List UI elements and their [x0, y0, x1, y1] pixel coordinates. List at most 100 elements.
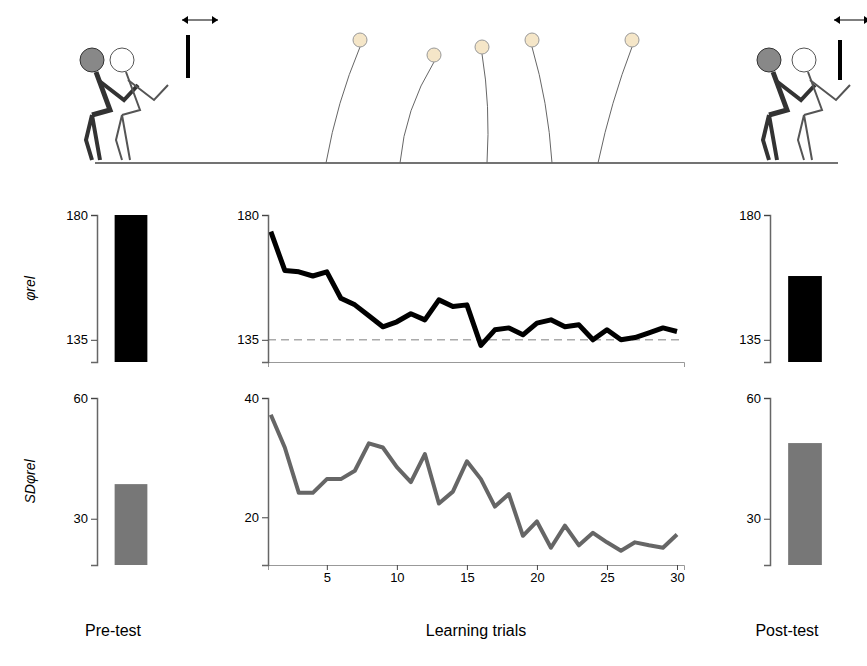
- y-axis-line: [764, 216, 771, 363]
- x-tick-label: 30: [670, 570, 684, 585]
- line: [271, 232, 677, 346]
- y-tick: 180: [739, 208, 770, 223]
- bar: [788, 443, 822, 565]
- bar: [115, 484, 148, 565]
- plot-area: [268, 232, 684, 346]
- y-tick-label: 180: [66, 208, 88, 223]
- x-tick-label: 15: [460, 570, 474, 585]
- x-tick-label: 5: [324, 570, 331, 585]
- y-tick-mark: [262, 215, 268, 216]
- x-tick: 20: [530, 565, 544, 585]
- panel: 510152025302040Learning trials: [245, 391, 685, 639]
- x-tick-label: 25: [600, 570, 614, 585]
- person-figure: [757, 48, 815, 160]
- y-tick: 60: [747, 391, 770, 406]
- pendulum-figure: [400, 48, 441, 163]
- y-tick-label: 60: [74, 391, 88, 406]
- arrow-icon: [834, 16, 867, 24]
- x-tick-label: 10: [390, 570, 404, 585]
- y-axis: 135 180: [66, 208, 97, 363]
- y-tick-mark: [91, 519, 97, 520]
- y-tick: 40: [245, 391, 268, 406]
- illustration: [80, 16, 867, 163]
- y-tick-mark: [764, 398, 770, 399]
- y-tick: 180: [237, 208, 268, 223]
- y-tick: 30: [74, 511, 97, 526]
- y-tick-mark: [262, 398, 268, 399]
- y-axis-title: SDφrel: [22, 459, 38, 504]
- y-tick-label: 40: [245, 391, 259, 406]
- person-figure: [110, 48, 168, 160]
- x-axis: [269, 363, 685, 368]
- y-axis-line: [91, 216, 98, 363]
- y-axis-title: φrel: [22, 275, 38, 301]
- x-axis-line: [269, 363, 685, 368]
- person-figure: [80, 48, 138, 160]
- figure: 135 180 φrel 30 60 SDφrel Pre-test 135 180 5 10 15 2…: [0, 0, 867, 666]
- y-tick: 60: [74, 391, 97, 406]
- y-tick: 180: [66, 208, 97, 223]
- y-axis: 2040: [245, 391, 269, 566]
- pendulum-figure: [475, 40, 489, 163]
- plot-area: [788, 276, 822, 362]
- plot-area: [788, 443, 822, 565]
- y-tick-mark: [764, 215, 770, 216]
- y-axis-line: [262, 216, 269, 363]
- y-tick: 135: [739, 332, 770, 347]
- y-axis-line: [764, 399, 771, 566]
- y-axis: 30 60: [74, 391, 98, 566]
- pendulum-figure: [525, 33, 552, 163]
- x-tick-label: 20: [530, 570, 544, 585]
- y-tick: 135: [66, 332, 97, 347]
- y-tick-label: 180: [739, 208, 761, 223]
- y-axis-line: [262, 399, 269, 566]
- plot-area: [115, 215, 148, 362]
- person-figure: [792, 48, 850, 160]
- bar: [788, 276, 822, 362]
- y-tick-label: 180: [237, 208, 259, 223]
- y-tick-mark: [764, 340, 770, 341]
- plot-area: [115, 484, 148, 565]
- y-tick-label: 135: [66, 332, 88, 347]
- y-tick-mark: [91, 215, 97, 216]
- y-tick-mark: [91, 398, 97, 399]
- pendulum-figure: [326, 33, 367, 163]
- x-axis-title: Learning trials: [426, 622, 527, 639]
- x-tick: 30: [670, 565, 684, 585]
- x-tick: 10: [390, 565, 404, 585]
- panel: 135 180: [237, 208, 684, 367]
- y-tick-mark: [764, 519, 770, 520]
- line: [271, 415, 677, 551]
- target-bar: [186, 35, 190, 78]
- y-tick: 30: [747, 511, 770, 526]
- y-tick-mark: [262, 340, 268, 341]
- panel: 30 60 Post-test: [747, 391, 822, 639]
- plot-area: [271, 415, 677, 551]
- y-axis: 135 180: [739, 208, 770, 363]
- y-tick-label: 20: [245, 510, 259, 525]
- bar: [115, 215, 148, 362]
- y-tick-mark: [91, 340, 97, 341]
- x-tick: 15: [460, 565, 474, 585]
- x-axis: 5 10 15 20 25 30: [269, 565, 685, 585]
- y-tick-label: 135: [739, 332, 761, 347]
- arrow-icon: [182, 16, 218, 24]
- y-tick-label: 30: [74, 511, 88, 526]
- x-tick: 25: [600, 565, 614, 585]
- y-tick: 20: [245, 510, 268, 525]
- y-axis: 30 60: [747, 391, 771, 566]
- y-tick-label: 60: [747, 391, 761, 406]
- y-tick-mark: [262, 517, 268, 518]
- y-tick: 135: [237, 332, 268, 347]
- panel: 135 180: [739, 208, 822, 363]
- panel: 135 180 φrel: [22, 208, 147, 363]
- x-axis-title: Pre-test: [85, 622, 142, 639]
- x-tick: 5: [324, 565, 331, 585]
- target-bar: [838, 40, 842, 80]
- ground: [95, 162, 838, 164]
- panel: 30 60 SDφrel Pre-test: [22, 391, 147, 639]
- x-axis-title: Post-test: [755, 622, 819, 639]
- y-axis-line: [91, 399, 98, 566]
- pendulum-figure: [598, 33, 639, 163]
- y-tick-label: 135: [237, 332, 259, 347]
